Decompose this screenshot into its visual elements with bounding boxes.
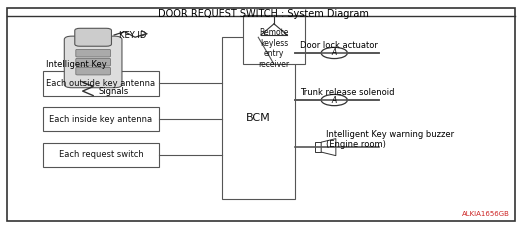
FancyBboxPatch shape <box>64 36 122 88</box>
Text: BCM: BCM <box>246 113 271 123</box>
FancyBboxPatch shape <box>43 107 159 131</box>
FancyBboxPatch shape <box>76 67 111 75</box>
FancyBboxPatch shape <box>76 58 111 66</box>
Text: Each request switch: Each request switch <box>58 151 143 160</box>
Text: Each inside key antenna: Each inside key antenna <box>50 115 152 124</box>
FancyBboxPatch shape <box>7 8 515 221</box>
FancyBboxPatch shape <box>43 71 159 96</box>
Text: A: A <box>331 96 337 105</box>
FancyBboxPatch shape <box>76 49 111 57</box>
Text: ALKIA1656GB: ALKIA1656GB <box>462 211 510 217</box>
Text: KEY ID: KEY ID <box>119 30 147 39</box>
Text: Remote
keyless
entry
receiver: Remote keyless entry receiver <box>258 28 289 69</box>
Text: DOOR REQUEST SWITCH : System Diagram: DOOR REQUEST SWITCH : System Diagram <box>158 9 369 19</box>
Text: Signals: Signals <box>99 86 129 96</box>
Bar <box>315 142 321 152</box>
Text: Intelligent Key warning buzzer
(Engine room): Intelligent Key warning buzzer (Engine r… <box>326 130 454 149</box>
Text: A: A <box>331 48 337 57</box>
Circle shape <box>321 47 347 59</box>
FancyBboxPatch shape <box>43 143 159 167</box>
FancyBboxPatch shape <box>242 15 306 64</box>
Text: Intelligent Key: Intelligent Key <box>46 60 106 69</box>
Polygon shape <box>321 139 336 156</box>
Text: Each outside key antenna: Each outside key antenna <box>46 79 155 88</box>
Text: Door lock actuator: Door lock actuator <box>300 41 378 50</box>
Text: Trunk release solenoid: Trunk release solenoid <box>300 88 395 97</box>
FancyBboxPatch shape <box>75 28 112 46</box>
Circle shape <box>321 94 347 106</box>
FancyBboxPatch shape <box>221 37 295 199</box>
